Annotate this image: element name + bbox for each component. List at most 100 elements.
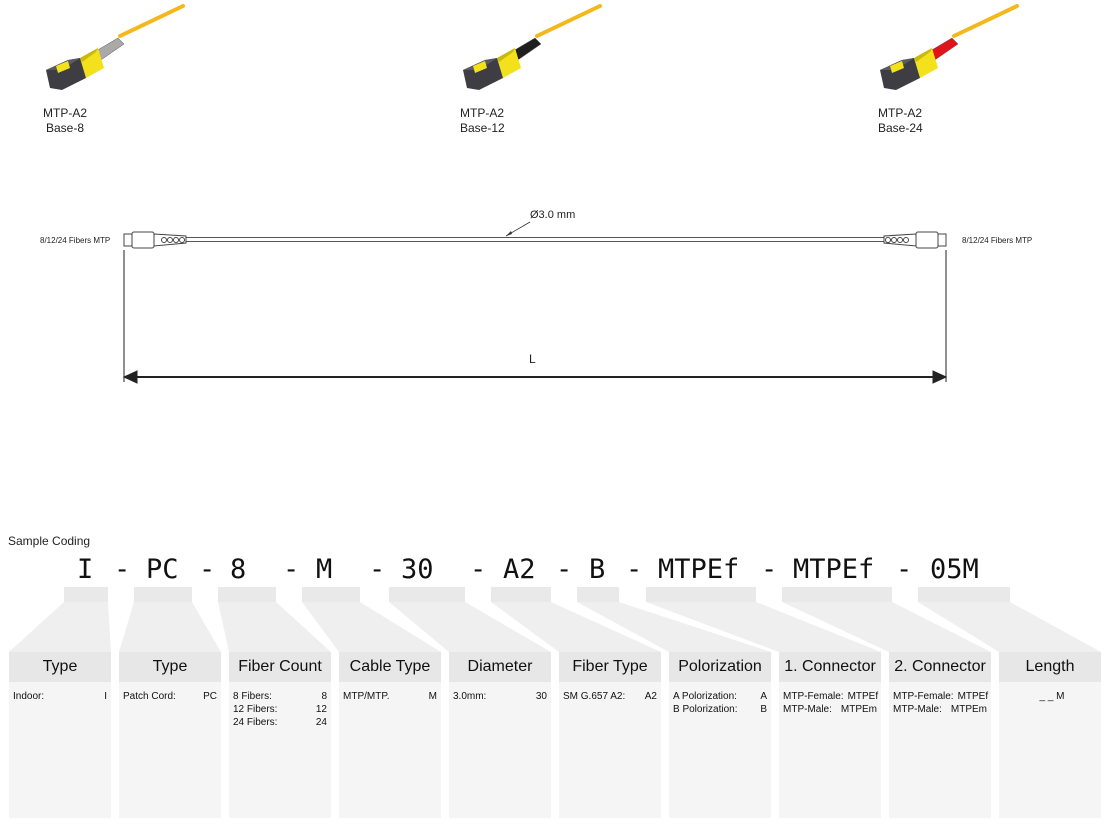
option-row: SM G.657 A2: A2 xyxy=(563,690,657,703)
cable xyxy=(186,237,884,242)
code-tab xyxy=(577,587,619,602)
column-header: Type xyxy=(119,652,221,682)
code-separator: - xyxy=(283,554,300,585)
code-tab xyxy=(491,587,551,602)
coding-funnel xyxy=(918,602,1101,652)
option-label: 8 Fibers: xyxy=(233,691,272,702)
option-code: A2 xyxy=(644,691,657,702)
coding-column: 1. Connector MTP-Female: MTPEf MTP-Male: MTP… xyxy=(779,652,881,818)
coding-column: Type Indoor: I xyxy=(9,652,111,818)
product-name: MTP-A2 xyxy=(43,106,88,120)
column-options: _ _ M xyxy=(1003,690,1097,703)
option-row: MTP/MTP. M xyxy=(343,690,437,703)
code-segment: 05M xyxy=(930,554,979,585)
column-options: MTP/MTP. M xyxy=(343,690,437,703)
coding-column: 2. Connector MTP-Female: MTPEf MTP-Male: MTP… xyxy=(889,652,991,818)
option-row: A Polorization: A xyxy=(673,690,767,703)
patch-cord-drawing xyxy=(122,221,948,384)
option-code: B xyxy=(760,704,767,715)
option-row: MTP-Male: MTPEm xyxy=(893,703,987,716)
product-label: MTP-A2 Base-12 xyxy=(460,106,505,136)
column-options: Patch Cord: PC xyxy=(123,690,217,703)
option-label: 24 Fibers: xyxy=(233,717,278,728)
code-separator: - xyxy=(896,554,913,585)
column-options: 3.0mm: 30 xyxy=(453,690,547,703)
length-dimension xyxy=(122,250,948,384)
column-options: 8 Fibers: 8 12 Fibers: 12 24 Fibers: 24 xyxy=(233,690,327,729)
code-segment: MTPEf xyxy=(658,554,740,585)
diameter-label: Ø3.0 mm xyxy=(530,209,576,221)
product-base-8: MTP-A2 Base-8 xyxy=(40,2,200,142)
coding-column: Cable Type MTP/MTP. M xyxy=(339,652,441,818)
diameter-leader xyxy=(505,221,531,237)
code-segment: 30 xyxy=(401,554,434,585)
product-base-24: MTP-A2 Base-24 xyxy=(874,2,1034,142)
coding-column: Diameter 3.0mm: 30 xyxy=(449,652,551,818)
coding-column: Polorization A Polorization: A B Polorizati… xyxy=(669,652,771,818)
code-separator: - xyxy=(626,554,643,585)
option-row: 8 Fibers: 8 xyxy=(233,690,327,703)
option-code: A xyxy=(760,691,767,702)
option-row: Indoor: I xyxy=(13,690,107,703)
column-header: Cable Type xyxy=(339,652,441,682)
code-segment: M xyxy=(316,554,333,585)
product-label: MTP-A2 Base-24 xyxy=(878,106,923,136)
code-tab xyxy=(782,587,892,602)
option-row: _ _ M xyxy=(1003,690,1097,703)
option-row: MTP-Female: MTPEf xyxy=(893,690,989,703)
option-code: 24 xyxy=(315,717,327,728)
coding-funnel xyxy=(218,602,331,652)
code-separator: - xyxy=(199,554,216,585)
mtp-connector-gray-boot-image xyxy=(46,4,185,90)
code-separator: - xyxy=(761,554,778,585)
option-code: 12 xyxy=(315,704,327,715)
code-separator: - xyxy=(556,554,573,585)
code-segment: PC xyxy=(146,554,179,585)
option-label: Indoor: xyxy=(13,691,45,702)
option-code: I xyxy=(104,691,107,702)
option-label: MTP/MTP. xyxy=(343,691,390,702)
option-label: A Polorization: xyxy=(673,691,737,702)
coding-column: Fiber Count 8 Fibers: 8 12 Fibers: 12 24 Fibe… xyxy=(229,652,331,818)
code-tab xyxy=(389,587,465,602)
coding-funnel xyxy=(9,602,111,652)
coding-column: Type Patch Cord: PC xyxy=(119,652,221,818)
column-header: Polorization xyxy=(669,652,771,682)
column-header: Type xyxy=(9,652,111,682)
column-options: MTP-Female: MTPEf MTP-Male: MTPEm xyxy=(783,690,878,716)
option-row: 24 Fibers: 24 xyxy=(233,716,327,729)
option-label: MTP-Male: xyxy=(783,704,832,715)
option-row: 3.0mm: 30 xyxy=(453,690,547,703)
column-options: Indoor: I xyxy=(13,690,107,703)
code-tab xyxy=(646,587,756,602)
option-code: _ _ M xyxy=(1039,691,1065,702)
option-row: 12 Fibers: 12 xyxy=(233,703,327,716)
option-code: 8 xyxy=(321,691,327,702)
option-label: 12 Fibers: xyxy=(233,704,278,715)
column-header: Length xyxy=(999,652,1101,682)
option-label: MTP-Female: xyxy=(893,691,954,702)
coding-column: Length _ _ M xyxy=(999,652,1101,818)
option-label: Patch Cord: xyxy=(123,691,176,702)
option-code: MTPEm xyxy=(840,704,877,715)
option-label: SM G.657 A2: xyxy=(563,691,626,702)
option-row: MTP-Male: MTPEm xyxy=(783,703,877,716)
column-header: Fiber Type xyxy=(559,652,661,682)
coding-funnel xyxy=(646,602,881,652)
code-separator: - xyxy=(369,554,386,585)
option-code: MTPEf xyxy=(957,691,989,702)
code-segment: I xyxy=(77,554,94,585)
product-base-12: MTP-A2 Base-12 xyxy=(457,2,617,142)
left-mtp-connector xyxy=(123,231,187,249)
option-label: MTP-Male: xyxy=(893,704,942,715)
column-options: A Polorization: A B Polorization: B xyxy=(673,690,767,716)
coding-funnel xyxy=(389,602,551,652)
option-row: Patch Cord: PC xyxy=(123,690,217,703)
code-tab xyxy=(64,587,108,602)
length-label: L xyxy=(529,352,536,366)
code-separator: - xyxy=(114,554,131,585)
mtp-connector-red-boot-image xyxy=(880,4,1019,90)
code-tab xyxy=(302,587,360,602)
product-base: Base-24 xyxy=(878,121,923,135)
